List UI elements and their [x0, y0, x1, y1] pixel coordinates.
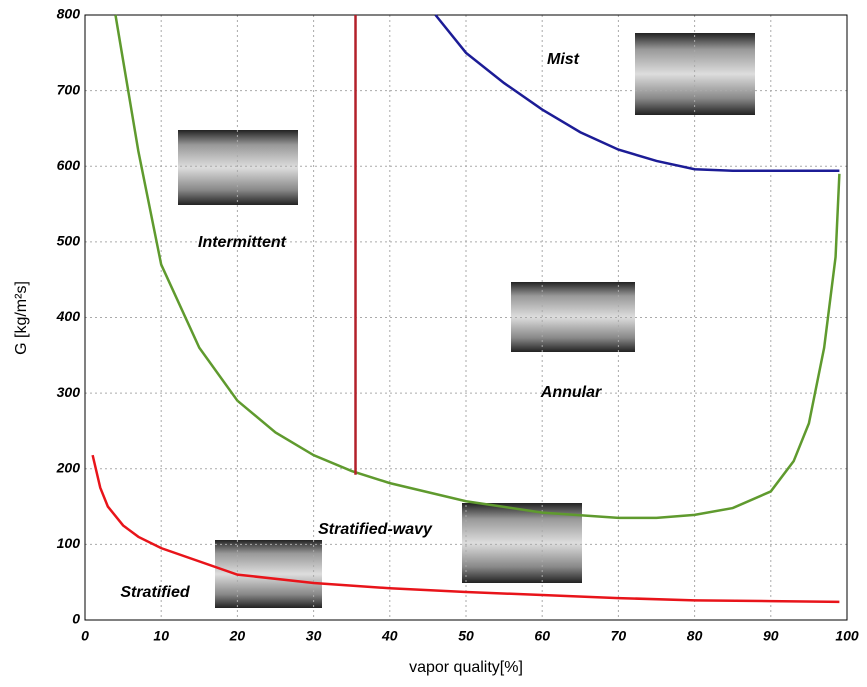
y-tick-label: 0: [72, 611, 80, 627]
y-tick-label: 600: [57, 157, 81, 173]
y-tick-label: 500: [57, 233, 81, 249]
x-tick-label: 40: [381, 628, 398, 644]
x-tick-label: 100: [835, 628, 859, 644]
x-tick-label: 90: [763, 628, 779, 644]
x-tick-label: 50: [458, 628, 474, 644]
plot-frame: [84, 14, 848, 621]
x-tick-label: 60: [534, 628, 550, 644]
y-tick-label: 400: [56, 308, 81, 324]
boundary-line: [91, 454, 840, 604]
x-tick-label: 20: [229, 628, 246, 644]
boundary-line: [434, 14, 840, 173]
x-tick-label: 70: [611, 628, 627, 644]
region-label: Stratified-wavy: [318, 521, 433, 538]
region-label: Intermittent: [198, 234, 287, 251]
x-axis-label: vapor quality[%]: [409, 659, 523, 676]
x-tick-label: 0: [81, 628, 89, 644]
x-tick-label: 30: [306, 628, 322, 644]
x-tick-label: 10: [153, 628, 169, 644]
region-label: Stratified: [120, 584, 191, 601]
boundary-line: [114, 14, 841, 520]
photo-intermittent: [178, 130, 298, 205]
y-tick-label: 300: [57, 384, 81, 400]
photo-stratified: [215, 540, 322, 608]
y-tick-label: 100: [57, 535, 81, 551]
photo-wavy: [462, 503, 582, 583]
region-label: Annular: [540, 384, 602, 401]
region-label: Mist: [547, 51, 580, 68]
y-tick-label: 700: [57, 81, 81, 97]
x-tick-label: 80: [687, 628, 703, 644]
y-axis-label: G [kg/m²s]: [13, 281, 30, 355]
y-tick-label: 200: [56, 459, 81, 475]
y-tick-label: 800: [57, 6, 81, 22]
